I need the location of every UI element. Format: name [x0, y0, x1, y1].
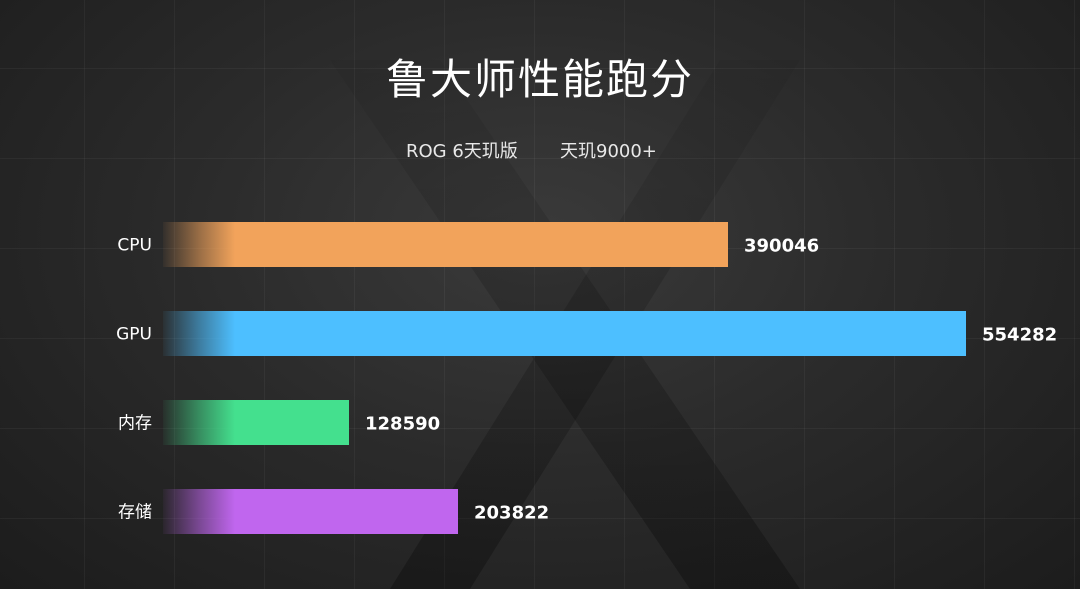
category-label-1: GPU: [116, 325, 152, 345]
value-label-3: 203822: [474, 503, 549, 524]
chip-label: 天玑9000+: [560, 141, 657, 162]
category-label-0: CPU: [117, 236, 152, 256]
value-label-0: 390046: [744, 236, 819, 257]
bar-2: [163, 400, 349, 445]
category-label-2: 内存: [118, 414, 152, 434]
value-label-2: 128590: [365, 414, 440, 435]
bar-3: [163, 489, 458, 534]
bar-0: [163, 222, 728, 267]
chart-title: 鲁大师性能跑分: [385, 55, 694, 104]
bar-1: [163, 311, 966, 356]
device-label: ROG 6天玑版: [406, 141, 518, 162]
value-label-1: 554282: [982, 325, 1057, 346]
category-label-3: 存储: [118, 503, 152, 523]
